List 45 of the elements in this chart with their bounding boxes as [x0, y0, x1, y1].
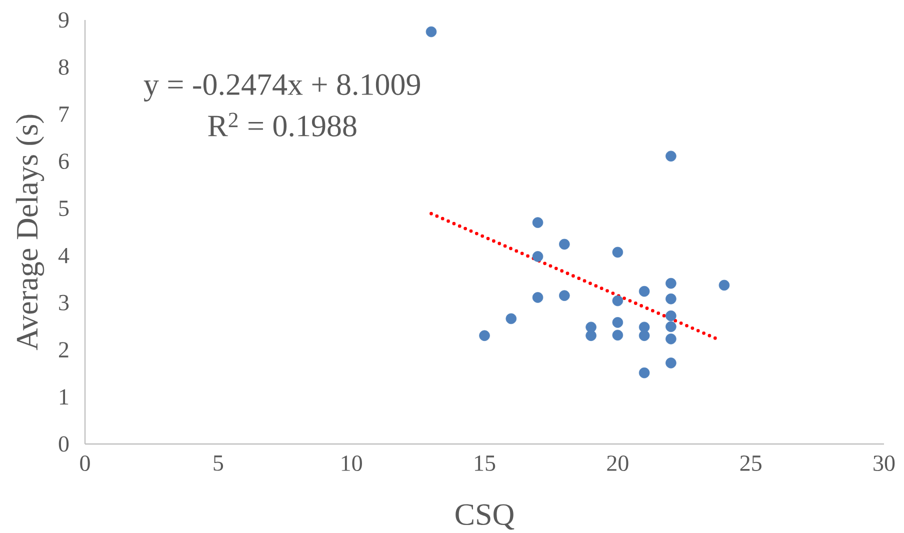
x-tick-label: 20: [607, 456, 628, 472]
x-tick-label: 30: [874, 456, 895, 472]
point: [666, 150, 676, 162]
point: [506, 313, 517, 324]
y-tick-label: 3: [59, 294, 69, 310]
y-tick-label: 0: [58, 436, 69, 452]
y-axis-title: Average Delays (s): [16, 114, 44, 350]
point: [532, 292, 544, 303]
point: [559, 238, 570, 250]
point: [612, 317, 624, 328]
point: [638, 286, 650, 297]
point: [426, 26, 437, 38]
x-axis-title: CSQ: [456, 504, 514, 530]
point: [666, 321, 676, 332]
point: [666, 293, 676, 304]
y-tick-label: 7: [60, 106, 69, 122]
x-tick-label: 0: [80, 456, 90, 472]
y-tick-label: 8: [58, 59, 69, 75]
point: [532, 251, 544, 262]
y-tick-label: 6: [58, 154, 69, 170]
x-tick-label: 5: [214, 456, 224, 471]
point: [666, 334, 676, 344]
point: [479, 330, 490, 342]
point: [666, 310, 676, 322]
x-tick-label: 10: [342, 456, 362, 472]
y-tick-label: 2: [59, 342, 68, 358]
annotation: y = -0.2474x + 8.1009: [144, 74, 420, 102]
point: [666, 278, 676, 289]
point: [612, 330, 624, 341]
point: [559, 290, 570, 301]
x-tick-label: 15: [475, 456, 496, 471]
y-tick-label: 4: [58, 248, 70, 264]
y-tick-label: 1: [60, 389, 68, 404]
point: [586, 330, 596, 342]
point: [612, 295, 624, 306]
y-tick-label: 9: [58, 12, 69, 28]
annotation: R$^{2}$ = 0.1988: [208, 112, 356, 137]
point: [532, 217, 544, 228]
point: [612, 246, 624, 258]
x-tick-label: 25: [740, 456, 762, 471]
point: [638, 367, 650, 378]
point: [718, 280, 730, 291]
point: [638, 330, 650, 342]
y-tick-label: 5: [59, 200, 69, 216]
point: [666, 358, 676, 368]
